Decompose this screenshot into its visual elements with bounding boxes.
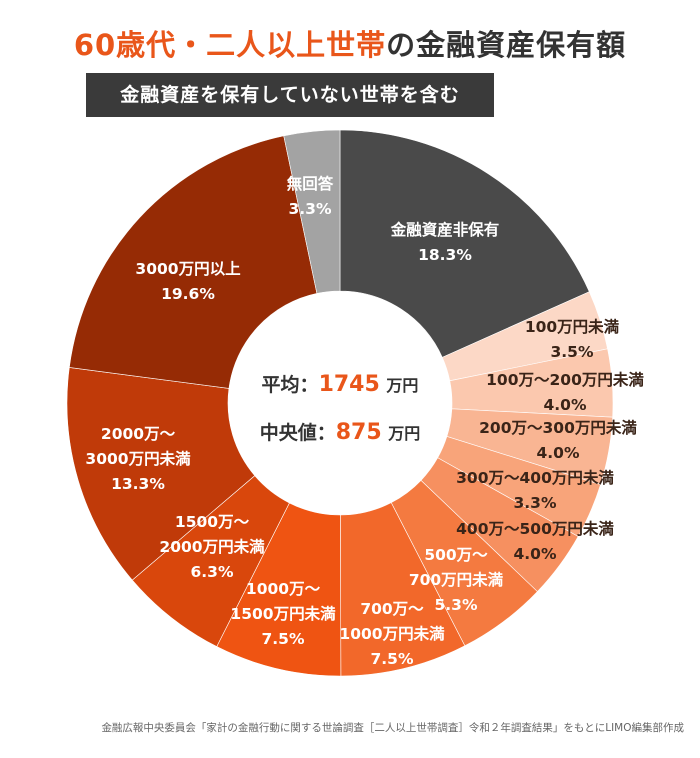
slice-value-label: 3.3% [288, 200, 332, 218]
slice-label: 300万～400万円未満 3.3% [456, 466, 614, 516]
slice-label-text: 100万円未満 [524, 318, 620, 336]
chart-title: 60歳代・二人以上世帯の金融資産保有額 [0, 22, 700, 64]
median-value: 875 [335, 420, 382, 445]
slice-value-label: 4.0% [536, 444, 580, 462]
slice-label: 2000万～ 3000万円未満 13.3% [85, 422, 190, 497]
slice-label-text: 1500万～ [174, 513, 250, 531]
slice-label: 400万～500万円未満 4.0% [456, 517, 614, 567]
slice-value-label: 3.3% [513, 494, 557, 512]
slice-label-text: 1000万～ [245, 580, 321, 598]
slice-label: 金融資産非保有 18.3% [391, 218, 500, 268]
slice-label-text: 3000万円以上 [135, 260, 241, 278]
slice-label-text: 1000万円未満 [339, 625, 445, 643]
slice-label: 200万～300万円未満 4.0% [479, 416, 637, 466]
slice-label-text: 3000万円未満 [85, 450, 191, 468]
slice-label-text: 700万円未満 [408, 571, 504, 589]
slice-label-text: 500万～ [424, 546, 488, 564]
slice-label-text: 100万～200万円未満 [486, 371, 644, 389]
mean-value: 1745 [318, 372, 380, 397]
slice-label-text: 400万～500万円未満 [456, 520, 614, 538]
slice-label: 100万円未満 3.5% [525, 315, 619, 365]
median-label: 中央値： [259, 422, 336, 444]
slice-label: 無回答 3.3% [287, 172, 334, 222]
slice-value-label: 18.3% [418, 246, 472, 264]
donut-slice [339, 129, 590, 358]
slice-value-label: 13.3% [111, 475, 165, 493]
slice-label: 1000万～ 1500万円未満 7.5% [230, 577, 335, 652]
slice-label-text: 2000万～ [100, 425, 176, 443]
slice-value-label: 4.0% [513, 545, 557, 563]
slice-value-label: 4.0% [543, 396, 587, 414]
slice-value-label: 5.3% [434, 596, 478, 614]
slice-label-text: 200万～300万円未満 [479, 419, 637, 437]
slice-label-text: 無回答 [286, 175, 334, 193]
slice-label-text: 2000万円未満 [159, 538, 265, 556]
donut-slice [66, 367, 256, 581]
slice-label: 1500万～ 2000万円未満 6.3% [159, 510, 264, 585]
chart-subtitle: 金融資産を保有していない世帯を含む [86, 73, 494, 117]
mean-label: 平均： [261, 374, 319, 396]
median-unit: 万円 [388, 424, 421, 443]
slice-label-text: 300万～400万円未満 [456, 469, 614, 487]
slice-label-text: 1500万円未満 [230, 605, 336, 623]
slice-label: 100万～200万円未満 4.0% [486, 368, 644, 418]
mean-text: 平均：1745 万円 [228, 370, 452, 397]
source-note: 金融広報中央委員会「家計の金融行動に関する世論調査［二人以上世帯調査］令和２年調… [101, 722, 684, 734]
donut-slice [283, 129, 341, 294]
slice-value-label: 7.5% [261, 630, 305, 648]
slice-value-label: 7.5% [370, 650, 414, 668]
slice-label-text: 700万～ [360, 600, 424, 618]
slice-label: 700万～ 1000万円未満 7.5% [339, 597, 444, 672]
slice-value-label: 6.3% [190, 563, 234, 581]
title-rest: の金融資産保有額 [386, 28, 627, 62]
title-highlight: 60歳代・二人以上世帯 [73, 28, 387, 62]
slice-value-label: 19.6% [161, 285, 215, 303]
mean-unit: 万円 [386, 376, 419, 395]
slice-label: 500万～ 700万円未満 5.3% [409, 543, 503, 618]
slice-value-label: 3.5% [550, 343, 594, 361]
slice-label: 3000万円以上 19.6% [135, 257, 240, 307]
slice-label-text: 金融資産非保有 [390, 221, 500, 239]
donut-slice [68, 135, 318, 389]
median-text: 中央値：875 万円 [228, 418, 452, 445]
